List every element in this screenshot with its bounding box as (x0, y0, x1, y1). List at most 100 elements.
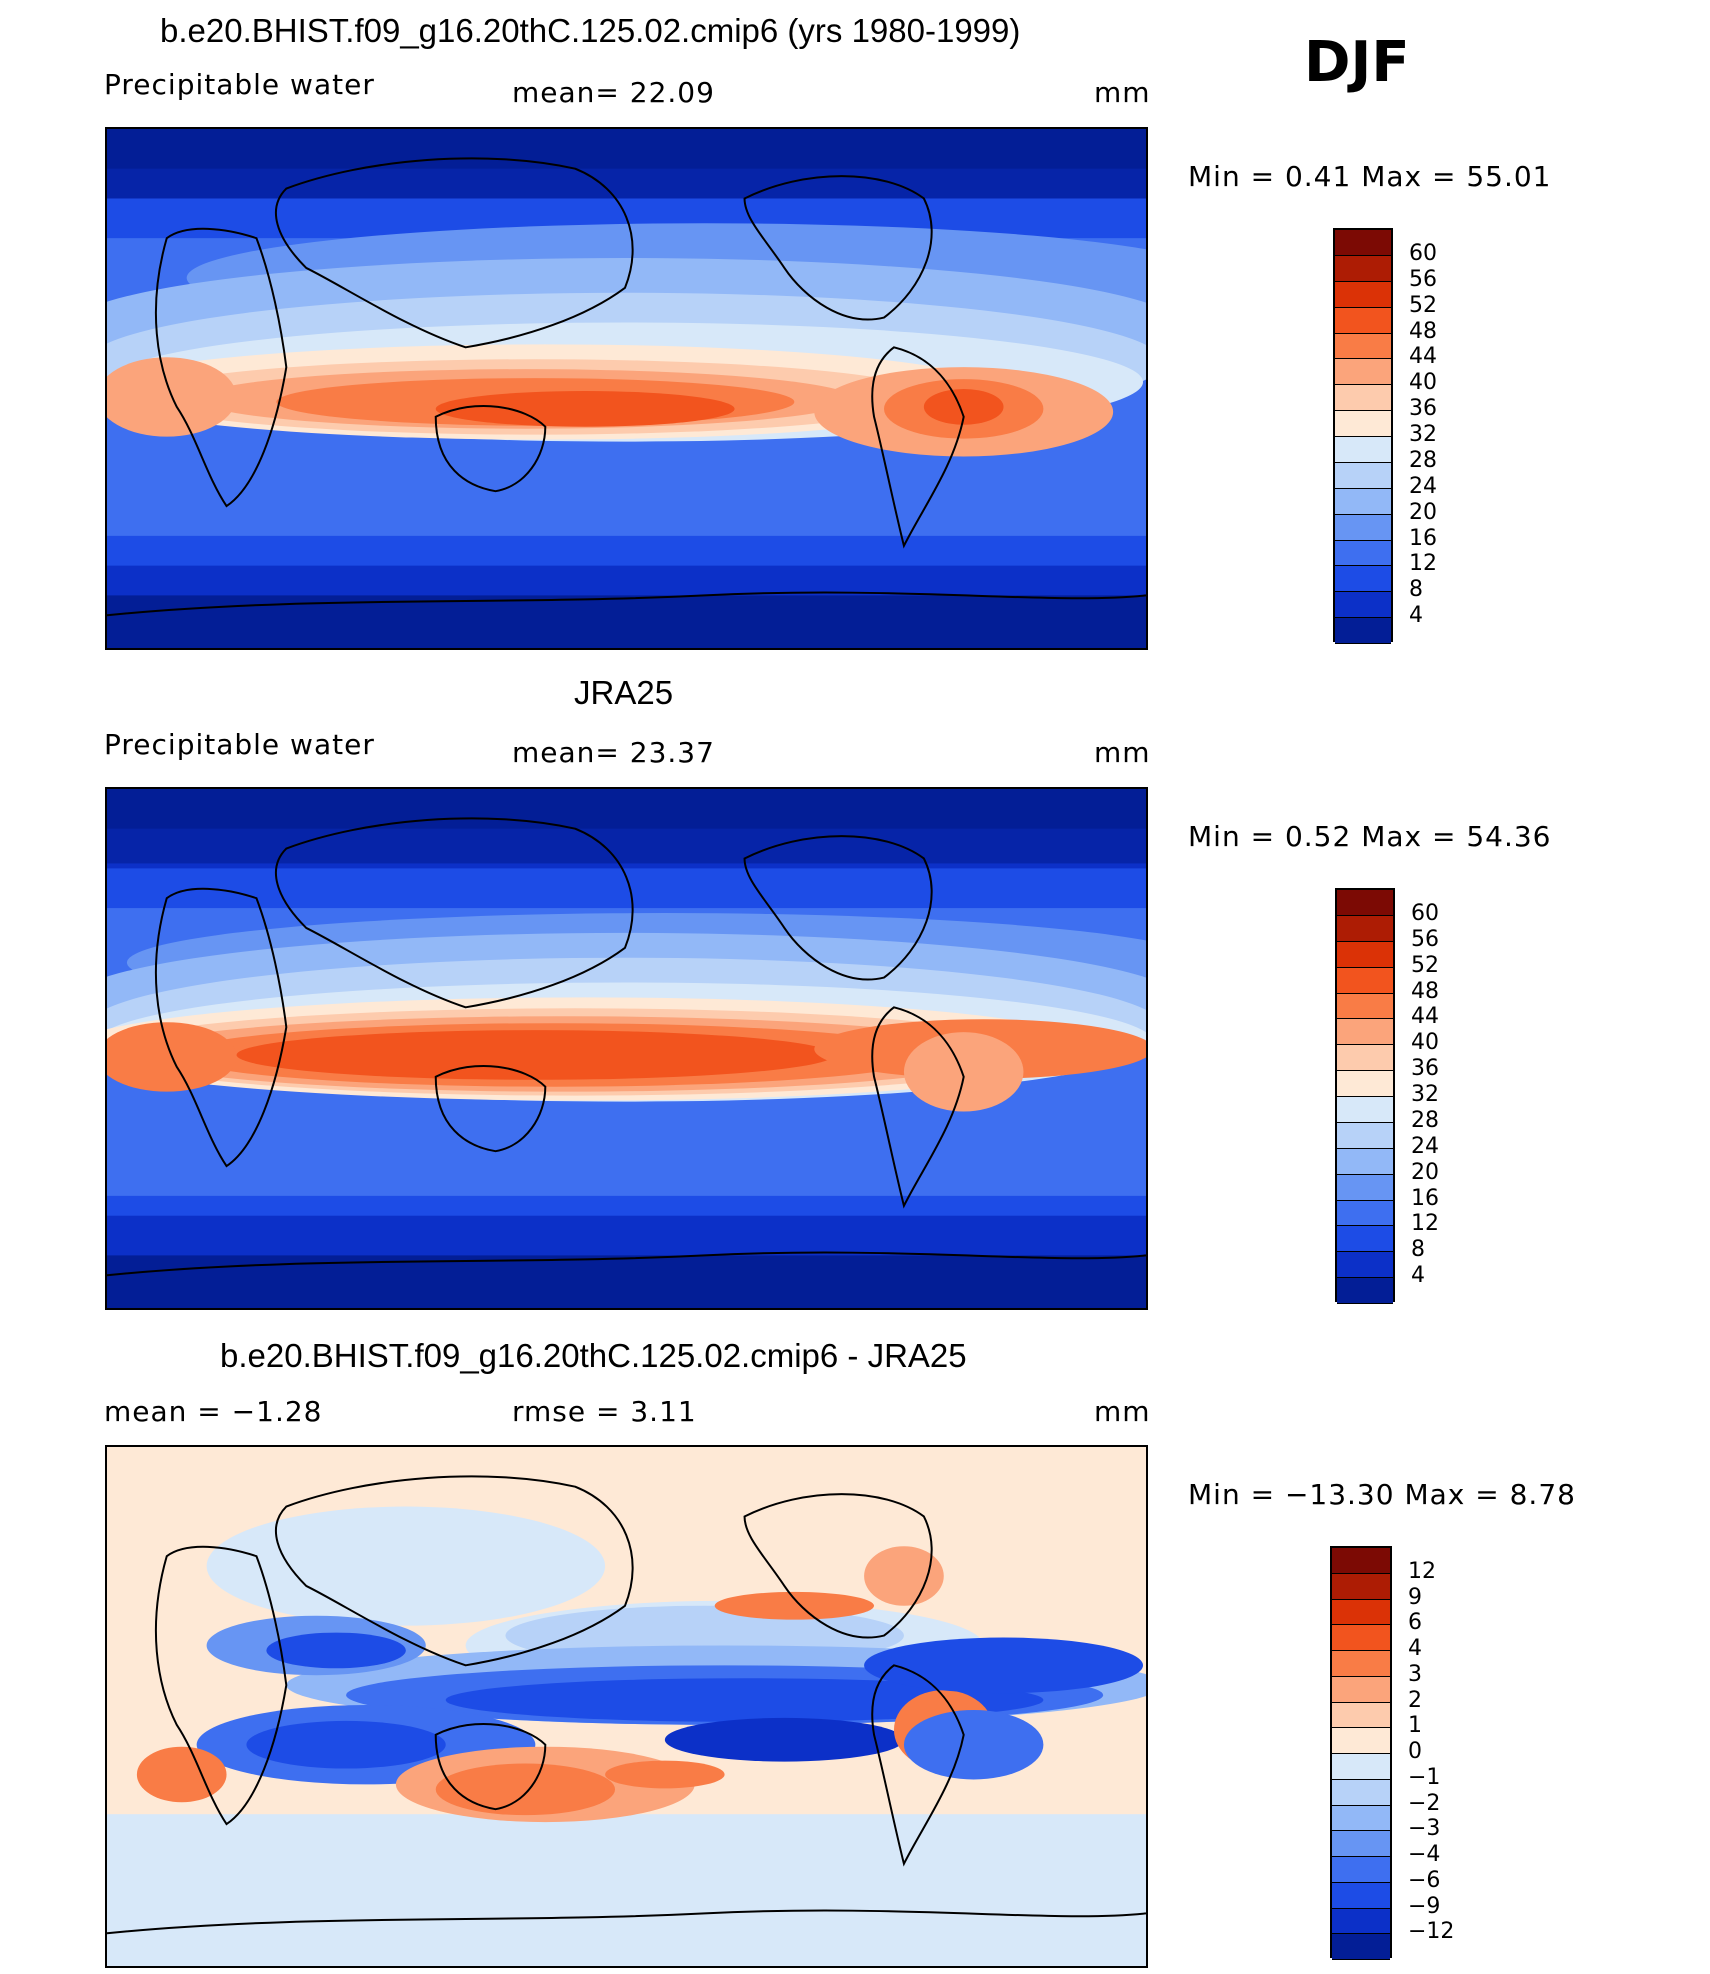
panel-3-units: mm (1094, 1395, 1151, 1428)
colorbar-box (1333, 228, 1393, 644)
colorbar-swatch (1337, 1019, 1393, 1046)
colorbar-swatch (1332, 1573, 1390, 1600)
panel-3-rmse-label: rmse = 3.11 (512, 1395, 697, 1428)
colorbar-tick-label: 4 (1409, 603, 1423, 629)
colorbar-tick-label: 12 (1408, 1558, 1436, 1584)
colorbar-tick-label: 48 (1411, 978, 1439, 1004)
colorbar-swatch (1337, 890, 1393, 916)
colorbar-tick-label: −12 (1408, 1919, 1455, 1945)
panel-3-map (105, 1445, 1148, 1968)
colorbar-swatch (1335, 359, 1391, 386)
colorbar-tick-label: 16 (1411, 1185, 1439, 1211)
panel-2-colorbar: 60 56 52 48 44 40 36 32 28 24 20 16 12 8 4 (1335, 888, 1439, 1304)
colorbar-swatch (1337, 1200, 1393, 1227)
colorbar-swatch (1332, 1857, 1390, 1883)
colorbar-tick-label: 40 (1411, 1030, 1439, 1056)
panel-1-map-plot (107, 129, 1146, 648)
colorbar-swatch (1337, 1174, 1393, 1201)
colorbar-tick-label: 52 (1409, 292, 1437, 318)
panel-1-units: mm (1094, 76, 1151, 109)
colorbar-tick-label: −6 (1408, 1867, 1441, 1893)
colorbar-swatch (1337, 941, 1393, 968)
colorbar-tick-label: −3 (1408, 1816, 1441, 1842)
colorbar-swatch (1335, 411, 1391, 437)
colorbar-swatch (1332, 1651, 1390, 1677)
panel-3-colorbar: 12 9 6 4 3 2 1 0 −1 −2 −3 −4 −6 −9 −12 (1330, 1546, 1454, 1960)
colorbar-swatch (1332, 1754, 1390, 1780)
colorbar-swatch (1332, 1779, 1390, 1806)
panel-3-map-plot (107, 1447, 1146, 1966)
colorbar-tick-label: 16 (1409, 525, 1437, 551)
colorbar-tick-label: 32 (1411, 1082, 1439, 1107)
colorbar-tick-label: 60 (1411, 900, 1439, 926)
colorbar-tick-label: 52 (1411, 952, 1439, 978)
colorbar-swatch (1335, 333, 1391, 360)
panel-2-mean-label: mean= 23.37 (512, 736, 715, 769)
colorbar-swatch (1332, 1805, 1390, 1832)
colorbar-tick-label: 3 (1408, 1661, 1422, 1687)
colorbar-swatch (1332, 1548, 1390, 1574)
colorbar-tick-label: 0 (1408, 1739, 1422, 1764)
colorbar-tick-label: 36 (1409, 396, 1437, 422)
colorbar-tick-label: 40 (1409, 370, 1437, 396)
colorbar-tick-label: 48 (1409, 318, 1437, 344)
colorbar-swatch (1335, 230, 1391, 256)
colorbar-tick-label: 4 (1411, 1263, 1425, 1289)
colorbar-swatch (1335, 488, 1391, 515)
panel-2-min-max: Min = 0.52 Max = 54.36 (1188, 820, 1552, 853)
colorbar-swatch (1335, 255, 1391, 282)
colorbar-swatch (1332, 1882, 1390, 1909)
colorbar-swatch (1337, 915, 1393, 942)
colorbar-swatch (1332, 1676, 1390, 1703)
colorbar-swatch (1335, 566, 1391, 593)
colorbar-swatch (1332, 1625, 1390, 1651)
colorbar-tick-label: 36 (1411, 1056, 1439, 1082)
season-label: DJF (1304, 30, 1410, 95)
colorbar-tick-label: −1 (1408, 1764, 1441, 1790)
colorbar-swatch (1335, 385, 1391, 412)
colorbar-swatch (1335, 618, 1391, 644)
panel-1-variable-label: Precipitable water (104, 68, 375, 101)
panel-1-map (105, 127, 1148, 650)
colorbar-tick-label: 8 (1411, 1237, 1425, 1263)
panel-3-title: b.e20.BHIST.f09_g16.20thC.125.02.cmip6 -… (220, 1337, 967, 1374)
colorbar-tick-label: 20 (1411, 1159, 1439, 1185)
colorbar-swatch (1337, 1071, 1393, 1097)
colorbar-tick-label: 32 (1409, 422, 1437, 447)
colorbar-tick-label: 28 (1409, 447, 1437, 473)
colorbar-tick-label: 4 (1408, 1636, 1422, 1661)
colorbar-tick-label: 44 (1409, 344, 1437, 370)
colorbar-swatch (1337, 1252, 1393, 1279)
panel-1-title: b.e20.BHIST.f09_g16.20thC.125.02.cmip6 (… (160, 12, 1021, 49)
colorbar-tick-label: 2 (1408, 1687, 1422, 1713)
colorbar-swatch (1337, 1045, 1393, 1072)
colorbar-box (1330, 1546, 1392, 1960)
colorbar-swatch (1335, 540, 1391, 567)
colorbar-swatch (1332, 1908, 1390, 1935)
colorbar-swatch (1335, 437, 1391, 463)
colorbar-tick-label: 56 (1411, 926, 1439, 952)
colorbar-swatch (1337, 1226, 1393, 1253)
colorbar-swatch (1335, 592, 1391, 619)
colorbar-tick-label: 9 (1408, 1584, 1422, 1610)
colorbar-tick-label: 6 (1408, 1610, 1422, 1636)
panel-3-min-max: Min = −13.30 Max = 8.78 (1188, 1478, 1576, 1511)
panel-1-mean-label: mean= 22.09 (512, 76, 715, 109)
colorbar-tick-label: −4 (1408, 1842, 1441, 1867)
panel-2-variable-label: Precipitable water (104, 728, 375, 761)
colorbar-tick-label: 8 (1409, 577, 1423, 603)
colorbar-tick-label: 60 (1409, 240, 1437, 266)
panel-2-map-plot (107, 789, 1146, 1308)
colorbar-swatch (1332, 1599, 1390, 1626)
colorbar-tick-label: −2 (1408, 1790, 1441, 1816)
colorbar-box (1335, 888, 1395, 1304)
colorbar-tick-label: 1 (1408, 1713, 1422, 1739)
colorbar-swatch (1337, 1278, 1393, 1304)
colorbar-swatch (1337, 1148, 1393, 1175)
panel-2-title: JRA25 (574, 674, 674, 711)
colorbar-tick-label: 28 (1411, 1107, 1439, 1133)
panel-3-mean-label: mean = −1.28 (104, 1395, 323, 1428)
colorbar-swatch (1332, 1728, 1390, 1754)
colorbar-swatch (1335, 307, 1391, 334)
colorbar-swatch (1332, 1831, 1390, 1857)
